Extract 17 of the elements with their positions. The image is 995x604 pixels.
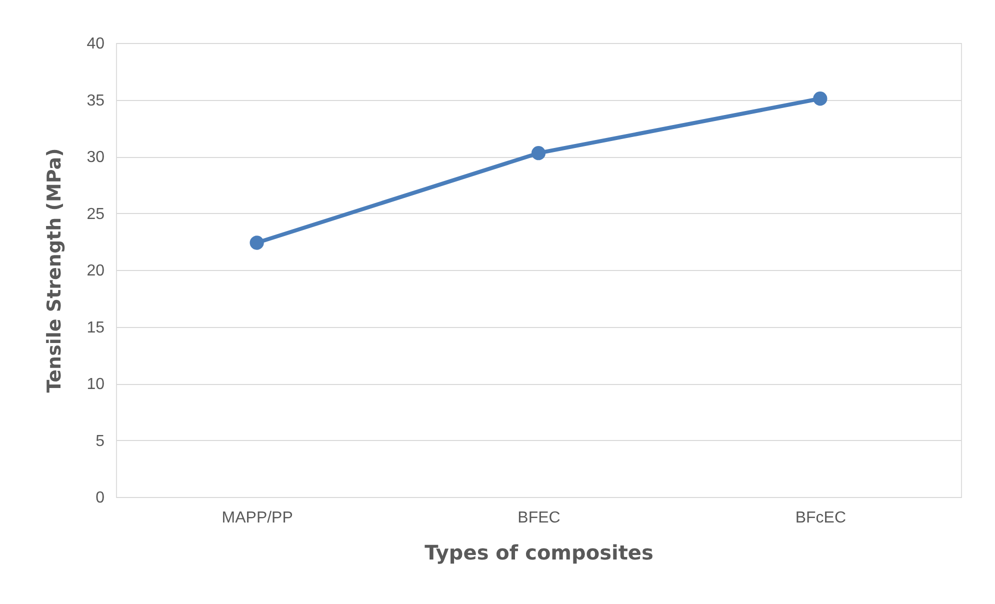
x-tick-label: BFcEC [795, 510, 846, 526]
y-tick-label: 5 [96, 432, 105, 450]
x-axis-title: Types of composites [424, 540, 654, 564]
y-tick-label: 30 [86, 149, 105, 166]
x-tick-label: BFEC [518, 510, 560, 526]
y-axis-title: Tensile Strength (MPa) [44, 148, 66, 393]
y-tick-label: 20 [86, 262, 105, 280]
y-tick-label: 10 [86, 376, 105, 393]
point [531, 146, 546, 160]
y-tick-label: 40 [86, 36, 105, 52]
y-tick-label: 35 [86, 92, 105, 110]
x-tick-label: MAPP/PP [222, 510, 293, 526]
y-tick-label: 15 [86, 319, 105, 336]
point [250, 236, 264, 250]
y-tick-label: 25 [86, 206, 105, 223]
y-tick-label: 0 [96, 490, 105, 506]
point [813, 92, 828, 106]
